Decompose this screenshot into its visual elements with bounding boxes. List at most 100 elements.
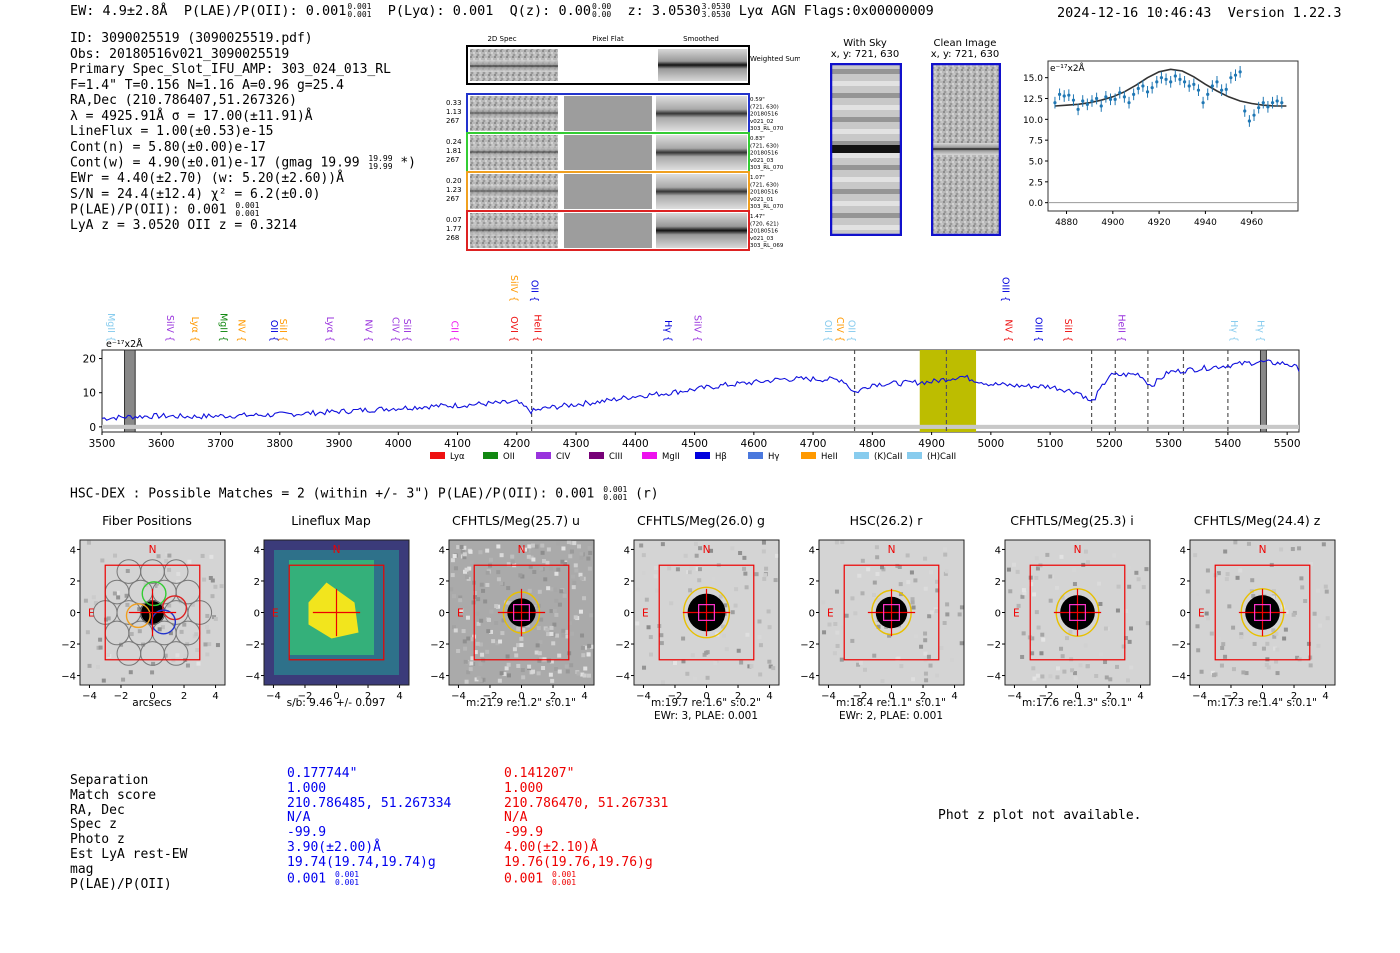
cutout-right-label: v021_01 [750,197,774,203]
panel-noise [1103,660,1108,665]
panel-ytick-label: −2 [801,640,815,651]
panel-noise [586,652,591,657]
panel-noise [1299,576,1304,581]
panel-noise [546,586,551,591]
sky-band [832,189,900,194]
line-fit-plot: 0.0 2.5 5.0 7.5 10.0 12.5 15.0 4880 4900 4920 4940… [1023,60,1299,228]
zoom-point [1247,119,1251,123]
panel-noise [453,628,458,633]
panel-noise [1134,570,1139,575]
panel-xtick-label: −2 [1039,691,1054,702]
panel-noise [945,602,950,607]
panel-noise [880,679,885,684]
zoom-ytick-label: 5.0 [1029,158,1044,168]
panel-noise [496,570,501,575]
panel-noise [1072,582,1077,587]
col-label-flat: Pixel Flat [592,35,624,43]
panel-ytick-label: 0 [995,609,1001,620]
spectrum-xtick-label: 5500 [1274,438,1301,450]
panel-subtitle-2: EWr: 2, PLAE: 0.001 [838,710,944,722]
panel-noise [1104,675,1109,680]
panel-noise [1321,542,1326,547]
panel-xtick-label: 2 [735,691,741,702]
panel-noise [898,582,903,587]
panel-xtick-label: 2 [920,691,926,702]
panel-noise [1141,585,1146,590]
panel-noise [705,675,710,680]
panel-noise [190,602,195,607]
panel-ytick-label: −4 [1172,672,1186,683]
zoom-point [1196,88,1201,92]
panel-noise [1022,591,1027,596]
panel-noise [203,642,208,647]
panel-noise [548,672,553,677]
panel-noise [497,678,502,683]
panel-noise [659,641,664,646]
legend-swatch [589,452,604,459]
zoom-point [1053,101,1057,105]
panel-noise [125,568,130,573]
panel-noise [835,630,840,635]
panel-noise [121,677,126,682]
panel-noise [516,626,521,631]
zoom-point [1071,98,1076,102]
panel-ytick-label: 4 [624,545,630,556]
panel-noise [468,667,473,672]
panel-noise [1239,632,1244,637]
panel-noise [822,630,827,635]
north-label: N [1074,544,1082,556]
match-label: mag [70,861,94,877]
panel-noise [942,620,947,625]
panel-noise [768,664,773,669]
panel-noise [884,572,889,577]
panel-noise [562,593,567,598]
panel-noise [648,635,653,640]
panel-noise [485,570,490,575]
panel-noise [1220,645,1225,650]
panel-noise [520,668,525,673]
panel-noise [479,582,484,587]
panel-noise [935,579,940,584]
legend-swatch [695,452,710,459]
panel-ytick-label: −2 [62,640,76,651]
panel-noise [587,643,592,648]
north-label: N [333,544,341,556]
zoom-ytick-label: 0.0 [1029,199,1044,209]
panel-noise [1048,598,1053,603]
panel-noise [213,584,218,589]
cutout-right-label: v021_03 [750,158,774,164]
cutout-left-label: 1.13 [446,108,462,116]
panel-xtick-label: 0 [888,691,894,702]
panel-noise [697,578,702,583]
panel-noise [485,548,490,553]
zoom-point [1173,74,1177,78]
panel-noise [466,636,471,641]
panel-subtitle: m:19.7 re:1.6" s:0.2" [651,697,761,709]
panel-noise [853,611,858,616]
panel-noise [540,543,545,548]
panel-noise [1265,641,1270,646]
panel-noise [1127,565,1132,570]
zoom-point [1067,93,1071,97]
search-box [473,564,570,661]
panel-subtitle-2: EWr: 3, PLAE: 0.001 [653,710,759,722]
panel-noise [1083,643,1088,648]
header-z-range: 3.0530 3.0530 [701,2,731,19]
panel-noise [1015,569,1020,574]
match-value: 0.141207" [504,766,575,781]
legend-label: OII [503,452,515,462]
panel-xtick-label: 4 [951,691,957,702]
panel-noise [95,664,100,669]
panel-noise [1193,553,1198,558]
cutout-right-label: v021_03 [750,236,774,242]
cutout-left-label: 1.77 [446,225,462,233]
sky-band [832,141,900,146]
panel-noise [576,671,581,676]
panel-subtitle: m:18.4 re:1.1" s:0.1" [836,697,946,709]
panel-noise [176,571,181,576]
zoom-point [1085,102,1089,106]
panel-noise [1271,628,1276,633]
spectrum-xtick-label: 3900 [326,438,353,450]
panel-noise [463,659,468,664]
cutout-right-label: 20180516 [750,229,778,235]
